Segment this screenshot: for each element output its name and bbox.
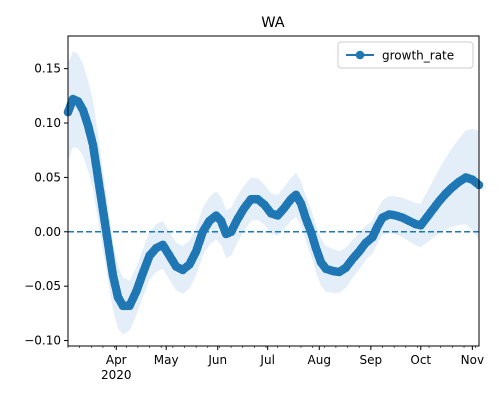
legend-marker-swatch [355,50,365,60]
x-tick-label: Jul [259,353,274,367]
x-tick-sublabel: 2020 [101,368,132,382]
legend: growth_rate [337,41,474,69]
y-tick-label: 0.00 [34,225,61,239]
x-tick-label: Oct [410,353,431,367]
x-tick-label: Aug [308,353,331,367]
x-tick-label: Sep [360,353,383,367]
x-tick-label: Apr [106,353,127,367]
legend-entry-label: growth_rate [382,49,454,63]
y-tick-label: 0.15 [34,62,61,76]
y-tick-label: 0.05 [34,170,61,184]
axes-frame [67,35,480,347]
chart-title: WA [261,15,285,31]
x-tick-label: Jun [207,353,227,367]
y-tick-label: −0.10 [24,334,61,348]
confidence-band [68,51,479,335]
x-tick-label: Nov [461,353,484,367]
plot-area [63,51,484,335]
series-markers [63,94,484,311]
x-tick-label: May [154,353,179,367]
y-tick-label: −0.05 [24,279,61,293]
legend-box [337,41,474,69]
y-tick-label: 0.10 [34,116,61,130]
